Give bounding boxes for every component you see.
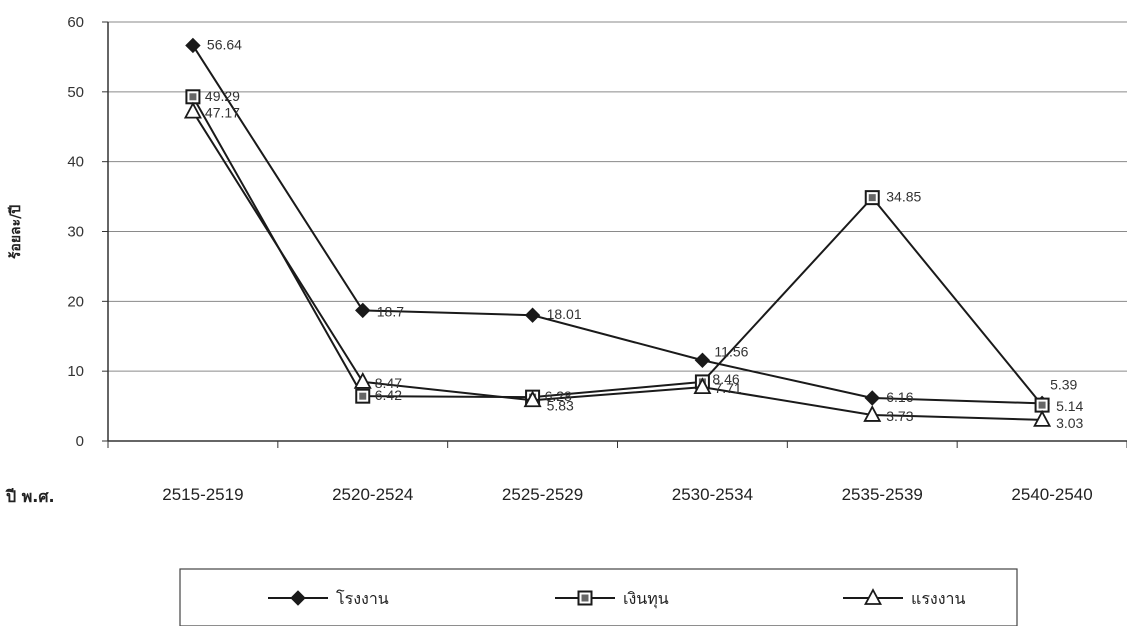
data-label: 3.73 (886, 408, 913, 424)
legend-label: เงินทุน (623, 589, 669, 609)
marker-square-fill (189, 93, 197, 101)
data-label: 47.17 (205, 105, 240, 121)
data-point-square (864, 190, 880, 206)
data-label: 8.47 (375, 375, 402, 391)
data-label: 11.56 (714, 343, 748, 359)
x-tick-label: 2515-2519 (162, 485, 243, 504)
data-label: 5.14 (1056, 398, 1083, 414)
data-point-square (355, 388, 371, 404)
data-label: 6.28 (545, 388, 572, 404)
y-tick-label: 0 (76, 433, 84, 450)
x-tick-label: 2525-2529 (502, 485, 583, 504)
x-tick-labels: 2515-2519 2520-2524 2525-2529 2530-2534 2535… (162, 485, 1092, 504)
data-label: 3.03 (1056, 415, 1083, 431)
marker-square-fill (581, 594, 589, 602)
y-tick-label: 10 (67, 363, 84, 380)
data-point-diamond (694, 352, 711, 368)
series-line-triangle (192, 111, 1043, 421)
data-label: 18.01 (547, 306, 582, 322)
gridlines (108, 21, 1127, 372)
data-label: 49.29 (205, 88, 240, 104)
axes (102, 21, 1127, 448)
x-tick-label: 2535-2539 (842, 485, 923, 504)
y-tick-label: 20 (67, 293, 84, 310)
data-label: 5.83 (547, 397, 574, 413)
legend-marker-triangle (863, 588, 883, 605)
data-point-diamond (355, 302, 371, 319)
data-point-triangle (523, 390, 542, 408)
data-label: 56.64 (207, 36, 242, 52)
data-point-triangle (353, 371, 372, 389)
data-point-triangle (1033, 409, 1052, 427)
series-line-square (192, 96, 1043, 406)
legend-entry-triangle: แรงงาน (843, 588, 966, 608)
x-tick-label: 2520-2524 (332, 485, 413, 504)
marker-square-fill (359, 392, 367, 400)
data-label: 34.85 (886, 189, 921, 205)
data-labels: 56.64 18.7 18.01 11.56 6.16 5.39 49.29 6.42 6.28… (205, 36, 1084, 430)
legend: โรงงาน เงินทุน แรงงาน (179, 568, 1018, 626)
data-point-square (185, 89, 201, 105)
data-label: 18.7 (377, 303, 404, 319)
data-point-triangle (863, 405, 882, 422)
marker-square-fill (1038, 401, 1046, 409)
legend-label: แรงงาน (911, 589, 966, 608)
y-tick-label: 50 (67, 84, 84, 101)
y-tick-labels: 0 10 20 30 40 50 60 (67, 14, 84, 450)
data-point-diamond (864, 390, 880, 406)
legend-entry-square: เงินทุน (555, 589, 669, 609)
legend-label: โรงงาน (336, 589, 389, 608)
data-label: 6.42 (375, 387, 402, 403)
data-label: 6.16 (886, 389, 913, 405)
data-point-triangle (693, 377, 712, 395)
x-axis-label: ปี พ.ศ. (5, 487, 55, 506)
y-tick-label: 40 (67, 154, 84, 171)
data-label: 8.46 (712, 371, 739, 387)
x-tick-label: 2540-2540 (1011, 485, 1092, 504)
data-point-triangle (183, 101, 202, 119)
legend-marker-diamond (290, 590, 306, 606)
y-axis-label: ร้อยละ/ปี (8, 205, 24, 259)
y-tick-label: 30 (67, 224, 84, 241)
series-lines (183, 37, 1052, 427)
data-point-diamond (185, 37, 201, 54)
data-point-diamond (524, 307, 541, 323)
legend-marker-square (577, 590, 593, 606)
legend-entry-diamond: โรงงาน (268, 589, 389, 608)
series-line-diamond (192, 44, 1043, 405)
data-label: 7.71 (714, 380, 741, 396)
x-tick-label: 2530-2534 (672, 485, 753, 504)
y-tick-label: 60 (67, 14, 84, 31)
data-label: 5.39 (1050, 376, 1077, 392)
marker-square-fill (868, 194, 876, 202)
data-point-square (1034, 397, 1050, 413)
